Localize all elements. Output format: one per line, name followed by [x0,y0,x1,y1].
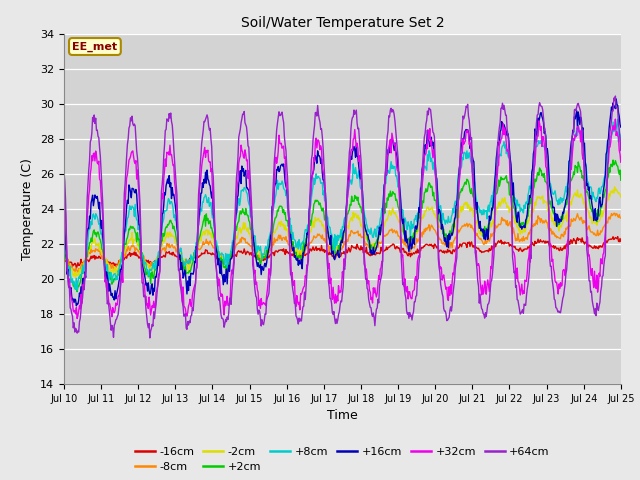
+32cm [444,296,451,302]
+64cm [566,163,574,168]
Line: +32cm: +32cm [64,119,621,319]
+8cm [207,200,215,205]
-2cm [444,234,451,240]
+8cm [444,220,451,226]
+16cm [444,233,451,239]
+64cm [612,93,620,99]
-2cm [335,245,342,251]
-16cm [183,259,191,265]
+8cm [389,163,397,168]
+64cm [617,148,625,154]
+2cm [183,270,191,276]
+8cm [614,117,621,122]
+32cm [617,159,625,165]
Line: +64cm: +64cm [64,96,621,338]
+16cm [566,146,574,152]
X-axis label: Time: Time [327,409,358,422]
-8cm [60,250,68,256]
+64cm [444,317,451,323]
+64cm [146,335,154,341]
+2cm [609,157,617,163]
+32cm [207,168,215,174]
-8cm [389,230,397,236]
-16cm [60,257,68,263]
+64cm [207,136,215,142]
+2cm [617,177,625,183]
+2cm [60,246,68,252]
+16cm [389,137,397,143]
-2cm [617,194,625,200]
+2cm [389,189,397,194]
+32cm [183,313,191,319]
+2cm [444,234,451,240]
+32cm [566,167,574,172]
Line: +2cm: +2cm [64,160,621,292]
-16cm [389,241,397,247]
Line: -8cm: -8cm [64,213,621,272]
+2cm [335,243,342,249]
-16cm [335,252,342,258]
+16cm [183,291,191,297]
-2cm [389,205,397,211]
-8cm [71,269,79,275]
Legend: -16cm, -8cm, -2cm, +2cm, +8cm, +16cm, +32cm, +64cm: -16cm, -8cm, -2cm, +2cm, +8cm, +16cm, +3… [131,442,554,477]
+32cm [612,116,620,122]
+16cm [335,253,342,259]
+64cm [183,326,191,332]
+16cm [207,190,215,196]
+64cm [335,312,342,317]
-16cm [444,247,451,252]
+32cm [60,187,68,192]
+8cm [566,154,574,160]
+2cm [74,289,81,295]
+8cm [60,238,68,244]
-2cm [566,199,574,204]
Line: +16cm: +16cm [64,99,621,306]
-16cm [566,237,574,243]
+8cm [74,288,81,293]
-8cm [617,215,625,221]
+8cm [617,139,625,144]
-8cm [566,223,574,229]
+64cm [60,170,68,176]
Line: +8cm: +8cm [64,120,621,290]
Text: EE_met: EE_met [72,41,118,52]
-16cm [617,239,625,244]
-8cm [444,241,451,247]
Title: Soil/Water Temperature Set 2: Soil/Water Temperature Set 2 [241,16,444,30]
-16cm [614,234,621,240]
-8cm [611,210,618,216]
-16cm [72,265,80,271]
-2cm [60,252,68,258]
+16cm [60,219,68,225]
+32cm [74,316,81,322]
+64cm [389,107,397,112]
+8cm [335,238,342,243]
+8cm [183,259,191,265]
Line: -2cm: -2cm [64,187,621,278]
-2cm [611,184,618,190]
+32cm [335,283,342,288]
-16cm [207,252,215,257]
Line: -16cm: -16cm [64,237,621,268]
-8cm [207,240,215,246]
+16cm [72,303,80,309]
+2cm [207,225,215,231]
Y-axis label: Temperature (C): Temperature (C) [22,158,35,260]
+2cm [566,178,574,183]
-2cm [207,230,215,236]
+16cm [612,96,620,102]
+16cm [617,124,625,130]
-2cm [72,275,79,281]
-2cm [183,261,191,266]
-8cm [335,249,342,255]
+32cm [389,135,397,141]
-8cm [183,260,191,265]
